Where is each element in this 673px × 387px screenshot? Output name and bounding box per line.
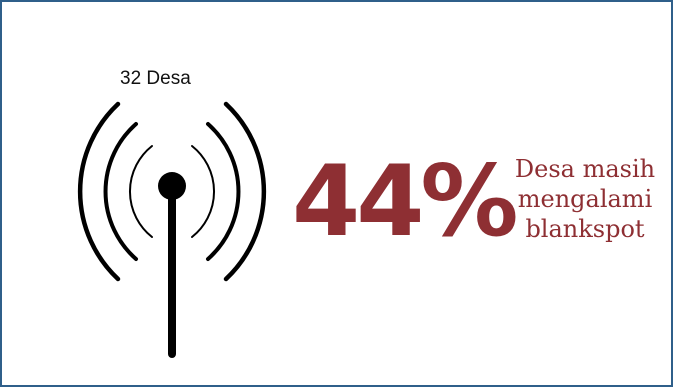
right-wave-inner	[191, 145, 215, 238]
description-line-3: blankspot	[525, 215, 645, 243]
right-wave-outer	[223, 101, 267, 282]
left-wave-middle	[103, 122, 138, 261]
signal-tower-icon	[77, 101, 267, 358]
left-wave-inner	[129, 145, 153, 238]
percentage-value: 44%	[292, 145, 519, 259]
right-wave-middle	[206, 122, 241, 261]
village-count-label: 32 Desa	[120, 68, 191, 89]
description-line-2: mengalami	[517, 185, 653, 213]
percentage-description: Desa masih mengalami blankspot	[500, 154, 670, 244]
description-line-1: Desa masih	[514, 155, 656, 183]
antenna-head	[158, 172, 186, 200]
left-wave-outer	[77, 101, 121, 282]
